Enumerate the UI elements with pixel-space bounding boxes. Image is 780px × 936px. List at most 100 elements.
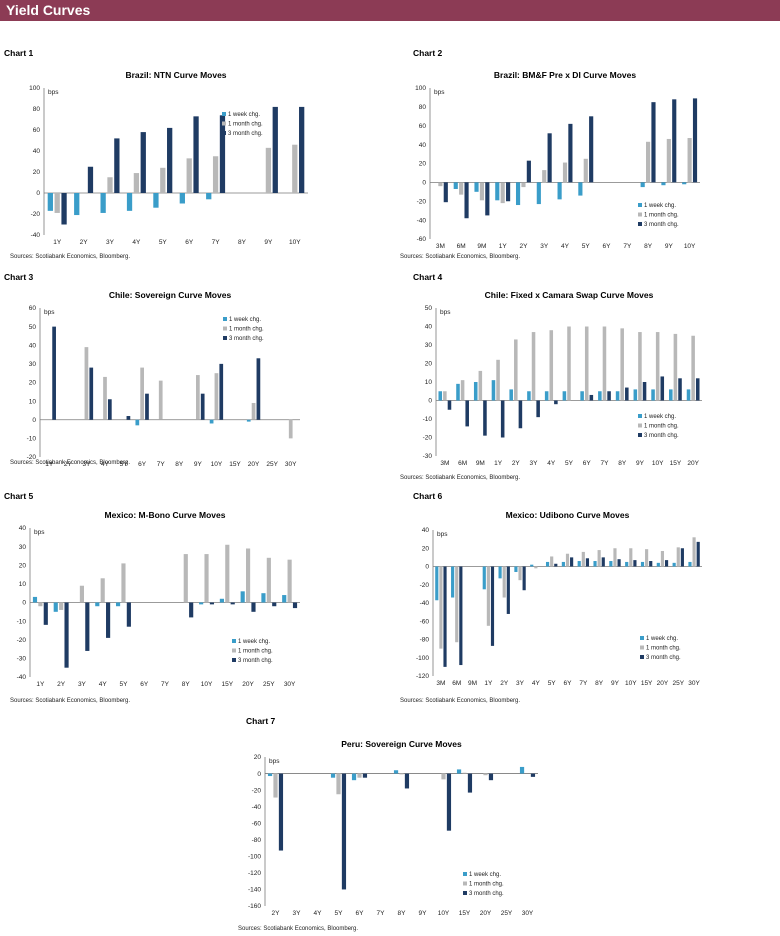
chart-1-bar xyxy=(186,158,192,193)
chart-1-xtick-label: 9Y xyxy=(264,239,273,246)
chart-4-ytick-label: 0 xyxy=(428,398,432,405)
chart-6-bar xyxy=(455,566,459,643)
chart-6-ytick-label: 40 xyxy=(422,527,430,534)
chart-2-source: Sources: Scotiabank Economics, Bloomberg… xyxy=(400,254,520,260)
chart-1-bar xyxy=(265,147,272,193)
chart-6-bar xyxy=(486,566,490,626)
chart-4-bar xyxy=(620,328,624,401)
chart-2-legend-swatch xyxy=(638,222,642,226)
chart-3-bar xyxy=(288,419,293,439)
chart-6-bar xyxy=(550,556,554,567)
chart-3-xtick-label: 5Y xyxy=(120,461,129,468)
chart-5-xtick-label: 3Y xyxy=(78,681,87,688)
chart-4-bar xyxy=(567,326,571,401)
chart-1-xtick-label: 2Y xyxy=(80,239,89,246)
chart-3-xtick-label: 15Y xyxy=(229,461,241,468)
chart-5-bar xyxy=(38,602,43,607)
chart-4-bar xyxy=(584,326,589,401)
chart-1-bar xyxy=(160,167,166,193)
chart-5-xtick-label: 4Y xyxy=(99,681,108,688)
chart-2-bar xyxy=(438,182,443,187)
chart-2-ytick-label: -20 xyxy=(417,198,427,205)
chart-2-legend-label: 1 month chg. xyxy=(644,213,679,219)
chart-6-ytick-label: -40 xyxy=(420,600,430,607)
chart-6-ytick-label: -80 xyxy=(420,637,430,644)
chart-7-bar xyxy=(399,773,404,775)
chart-7-bar xyxy=(483,773,488,776)
chart-6-bar xyxy=(435,566,439,601)
chart-6-xtick-label: 1Y xyxy=(484,680,493,687)
chart-4-xtick-label: 6Y xyxy=(583,460,592,467)
chart-5-xtick-label: 7Y xyxy=(161,681,170,688)
chart-5-legend-label: 3 month chg. xyxy=(238,658,273,664)
chart-2-xtick-label: 9Y xyxy=(665,243,674,250)
chart-4-bar xyxy=(483,400,487,436)
chart-7-ytick-label: -40 xyxy=(252,804,262,811)
chart-3-ytick-label: 40 xyxy=(29,342,37,349)
chart-4-xtick-label: 9M xyxy=(476,460,485,467)
chart-2-bar xyxy=(547,133,552,183)
chart-6-bar xyxy=(498,566,502,579)
chart-7-xtick-label: 5Y xyxy=(335,910,344,917)
chart-1-xtick-label: 8Y xyxy=(238,239,247,246)
chart-1-xtick-label: 6Y xyxy=(185,239,194,246)
chart-4-xtick-label: 3Y xyxy=(530,460,539,467)
chart-7-label: Chart 7 xyxy=(246,716,276,726)
chart-1-legend-label: 3 month chg. xyxy=(228,131,263,137)
chart-3-bar xyxy=(140,367,144,420)
chart-2-bar xyxy=(651,102,656,183)
chart-7-ytick-label: -140 xyxy=(248,887,261,894)
chart-1-svg: Brazil: NTN Curve Moves -40 -20 0 20 40 60 80 10… xyxy=(10,70,308,260)
chart-4-xtick-label: 10Y xyxy=(652,460,664,467)
chart-5-ytick-label: 20 xyxy=(19,562,27,569)
chart-4-bar xyxy=(562,391,567,401)
chart-5-bar xyxy=(209,602,215,605)
chart-5-bar xyxy=(204,554,209,603)
chart-3-panel: Chile: Sovereign Curve Moves -20 -10 0 10 20 3… xyxy=(10,288,310,468)
chart-3-bar xyxy=(256,358,261,420)
chart-4-bar xyxy=(580,391,584,401)
chart-4-title: Chile: Fixed x Camara Swap Curve Moves xyxy=(485,290,654,300)
chart-4-bar xyxy=(695,378,700,401)
chart-4-bar xyxy=(669,389,673,401)
chart-1-xtick-label: 1Y xyxy=(53,239,62,246)
chart-4-ytick-label: -30 xyxy=(423,453,433,460)
chart-3-ytick-label: 50 xyxy=(29,324,37,331)
chart-2-bar xyxy=(589,116,594,183)
chart-5-bar xyxy=(95,602,100,607)
chart-4-bar xyxy=(633,389,638,401)
chart-1-unit-label: bps xyxy=(48,89,59,96)
chart-4-xtick-label: 8Y xyxy=(618,460,627,467)
chart-5-bar xyxy=(261,593,266,603)
chart-1-source: Sources: Scotiabank Economics, Bloomberg… xyxy=(10,254,130,260)
chart-1-bar xyxy=(219,115,226,193)
chart-4-bar xyxy=(509,389,513,401)
chart-4-bar xyxy=(673,333,678,401)
chart-4-legend-swatch xyxy=(638,433,642,437)
chart-7-ytick-label: 20 xyxy=(254,754,262,761)
chart-7-xtick-label: 7Y xyxy=(377,910,386,917)
chart-5-bar xyxy=(64,602,69,668)
chart-7-bar xyxy=(404,773,410,789)
chart-6-legend-swatch xyxy=(640,655,644,659)
chart-2-legend-label: 3 month chg. xyxy=(644,222,679,228)
chart-4-xtick-label: 9Y xyxy=(636,460,645,467)
chart-2-bar xyxy=(687,138,692,183)
chart-4-bar xyxy=(465,400,469,427)
chart-5-legend-swatch xyxy=(232,639,236,643)
chart-2-legend-swatch xyxy=(638,203,642,207)
chart-1-title: Brazil: NTN Curve Moves xyxy=(125,70,226,80)
chart-2-bar xyxy=(583,158,588,183)
chart-5-bar xyxy=(100,578,105,603)
chart-6-bar xyxy=(439,566,443,649)
chart-6-bar xyxy=(545,561,550,567)
chart-6-bar xyxy=(534,566,538,569)
chart-4-legend-label: 1 week chg. xyxy=(644,414,676,420)
chart-1-bar xyxy=(74,193,80,216)
chart-3-unit-label: bps xyxy=(44,309,55,316)
chart-6-bar xyxy=(617,559,621,567)
chart-6-bar xyxy=(554,563,558,567)
chart-1-bar xyxy=(87,166,94,193)
chart-6-bar xyxy=(530,564,534,567)
chart-6-legend-swatch xyxy=(640,645,644,650)
